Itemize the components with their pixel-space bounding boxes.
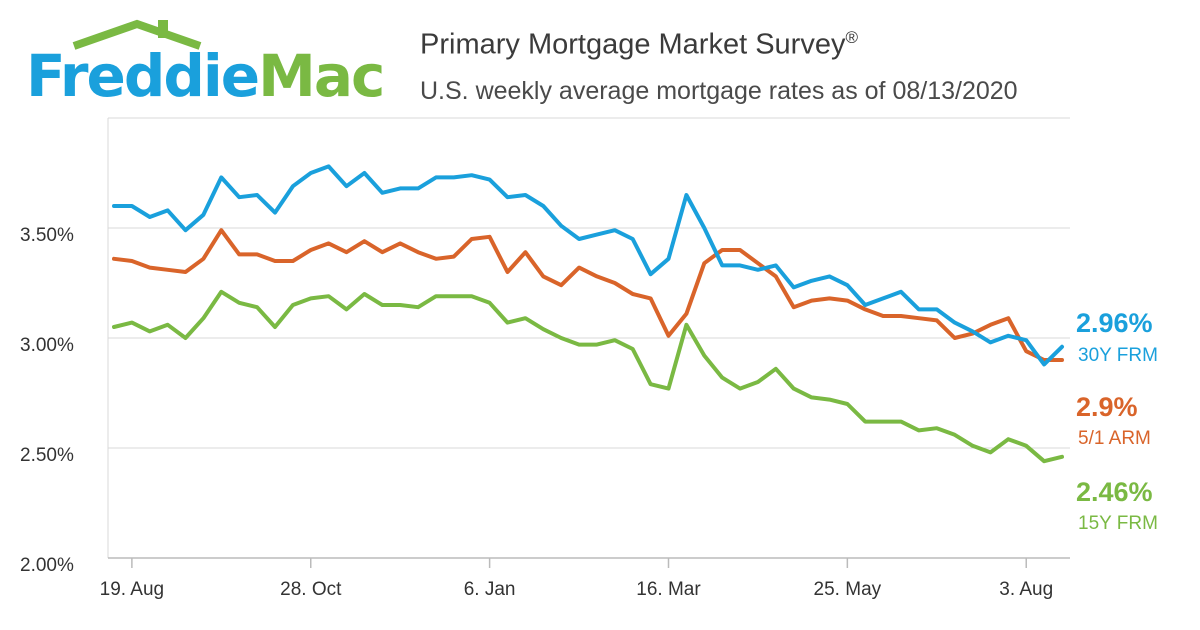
logo-wordmark: FreddieMac (26, 42, 385, 110)
frm15-label: 15Y FRM (1078, 513, 1158, 534)
y-tick-label: 2.50% (20, 445, 74, 466)
registered-mark: ® (845, 28, 858, 47)
frm15-end-value: 2.46% (1076, 477, 1153, 507)
y-axis-ticks: 2.00% 2.50% 3.00% 3.50% (20, 225, 74, 576)
arm51-end-value: 2.9% (1076, 392, 1138, 422)
y-tick-label: 3.50% (20, 225, 74, 246)
chart-title-text: Primary Mortgage Market Survey (420, 28, 846, 61)
x-tick-label: 25. May (814, 579, 882, 600)
frm30-end-value: 2.96% (1076, 308, 1153, 338)
x-tick-label: 6. Jan (464, 579, 516, 600)
x-axis: 19. Aug 28. Oct 6. Jan 16. Mar 25. May 3. Aug (100, 118, 1070, 600)
x-tick-label: 3. Aug (999, 579, 1053, 600)
frm30-label: 30Y FRM (1078, 345, 1158, 366)
logo-word-mac: Mac (258, 42, 385, 110)
frm15-line (112, 289, 1064, 464)
x-tick-label: 19. Aug (100, 579, 164, 600)
series-lines (112, 164, 1064, 464)
x-tick-label: 28. Oct (280, 579, 342, 600)
freddie-mac-logo: FreddieMac (26, 18, 386, 118)
logo-word-freddie: Freddie (26, 42, 260, 110)
arm51-label: 5/1 ARM (1078, 428, 1151, 449)
frm30-line (112, 164, 1064, 367)
chart-grid (108, 117, 1070, 559)
x-tick-label: 16. Mar (636, 579, 701, 600)
chart-subtitle: U.S. weekly average mortgage rates as of… (420, 77, 1018, 105)
house-roof-icon (72, 19, 202, 50)
arm51-line (112, 228, 1064, 362)
y-tick-label: 3.00% (20, 335, 74, 356)
y-tick-label: 2.00% (20, 555, 74, 576)
chart-title: Primary Mortgage Market Survey® (420, 28, 858, 62)
